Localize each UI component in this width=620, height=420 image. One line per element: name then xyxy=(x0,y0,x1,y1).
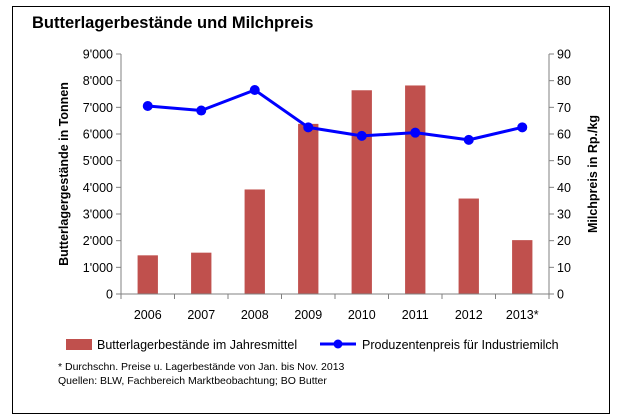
ticks-group: 0 1'000 2'000 3'000 4'000 5'000 6'000 7'000 8'00… xyxy=(83,48,571,323)
x-tick-label: 2008 xyxy=(241,308,269,322)
legend-line-label: Produzentenpreis für Industriemilch xyxy=(362,338,559,352)
bar xyxy=(351,90,372,295)
x-tick-label: 2007 xyxy=(187,308,215,322)
x-tick-label: 2006 xyxy=(134,308,162,322)
sources: Quellen: BLW, Fachbereich Marktbeobachtu… xyxy=(58,375,327,387)
price-point xyxy=(463,134,474,145)
legend-bar-swatch xyxy=(66,339,92,350)
bars-group xyxy=(137,85,533,295)
left-tick-label: 6'000 xyxy=(83,128,113,142)
axes-group xyxy=(120,54,550,295)
right-tick-label: 70 xyxy=(557,101,571,115)
right-tick-label: 10 xyxy=(557,261,571,275)
price-point xyxy=(249,85,260,95)
left-tick-label: 3'000 xyxy=(83,208,113,222)
left-axis-title: Butterlagergestände in Tonnen xyxy=(57,82,71,266)
right-tick-label: 30 xyxy=(557,208,571,222)
right-axis-title: Milchpreis in Rp./kg xyxy=(586,115,600,233)
left-tick-label: 4'000 xyxy=(83,181,113,195)
price-point xyxy=(410,127,421,138)
x-tick-label: 2010 xyxy=(348,308,376,322)
left-tick-label: 2'000 xyxy=(83,234,113,248)
x-tick-label: 2013* xyxy=(506,308,539,322)
right-tick-label: 20 xyxy=(557,234,571,248)
left-tick-label: 1'000 xyxy=(83,261,113,275)
right-tick-label: 80 xyxy=(557,74,571,88)
left-tick-label: 7'000 xyxy=(83,101,113,115)
x-tick-label: 2011 xyxy=(402,308,429,322)
price-point xyxy=(517,122,528,133)
left-tick-label: 8'000 xyxy=(83,74,113,88)
chart-notes: * Durchschn. Preise u. Lagerbestände von… xyxy=(58,360,344,388)
right-tick-label: 90 xyxy=(557,48,571,62)
legend-line-marker xyxy=(333,339,343,349)
right-tick-label: 50 xyxy=(557,154,571,168)
right-tick-label: 0 xyxy=(557,288,564,302)
price-point xyxy=(196,105,207,116)
left-tick-label: 9'000 xyxy=(83,48,113,62)
footnote: * Durchschn. Preise u. Lagerbestände von… xyxy=(58,361,345,373)
left-tick-label: 0 xyxy=(106,288,113,302)
chart-title: Butterlagerbestände und Milchpreis xyxy=(32,14,314,32)
right-tick-label: 40 xyxy=(557,181,571,195)
right-tick-label: 60 xyxy=(557,128,571,142)
bar xyxy=(298,123,319,294)
price-line xyxy=(147,88,523,142)
bar xyxy=(191,252,212,294)
legend-bar-label: Butterlagerbestände im Jahresmittel xyxy=(97,338,297,352)
price-point xyxy=(303,122,314,133)
price-point xyxy=(356,130,367,141)
bar xyxy=(405,85,426,294)
price-point xyxy=(142,101,153,111)
x-tick-label: 2009 xyxy=(294,308,322,322)
bar xyxy=(137,255,158,294)
left-tick-label: 5'000 xyxy=(83,154,113,168)
bar xyxy=(244,189,265,294)
x-tick-label: 2012 xyxy=(455,308,483,322)
legend: Butterlagerbestände im Jahresmittel Prod… xyxy=(66,338,559,352)
bar xyxy=(512,240,533,294)
line-series-group xyxy=(142,85,528,145)
bar xyxy=(458,198,479,294)
